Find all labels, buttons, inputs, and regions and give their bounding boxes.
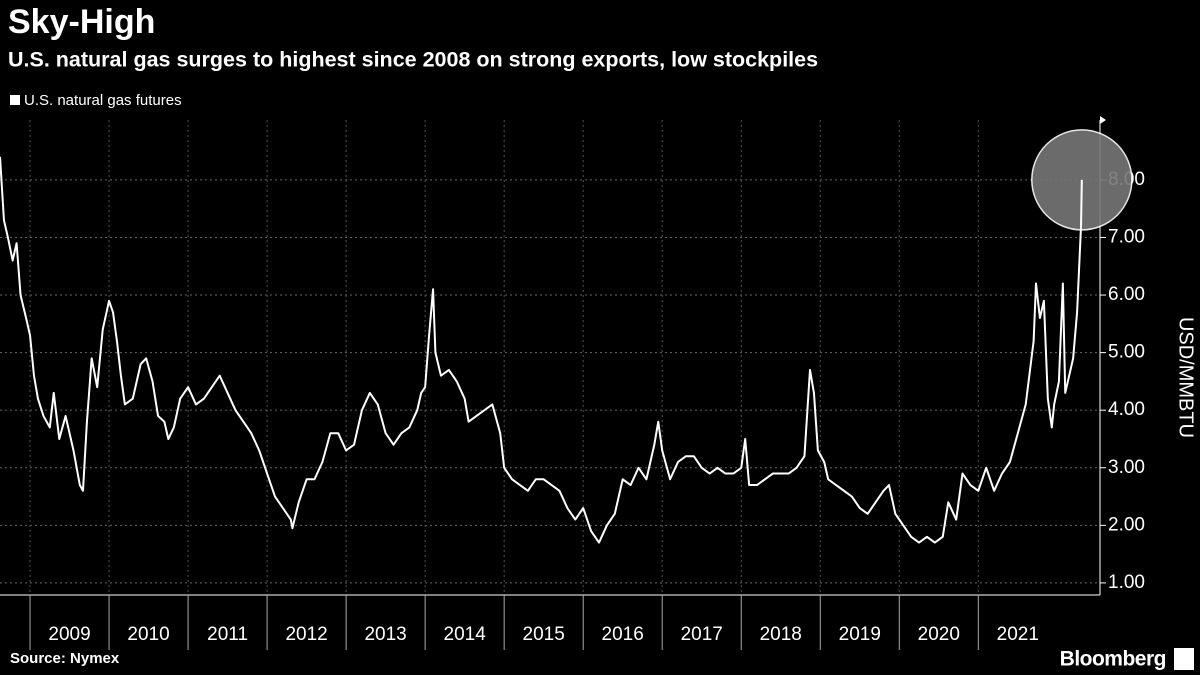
y-axis-arrow	[1100, 116, 1106, 124]
x-tick-label: 2015	[523, 624, 565, 645]
chart-subtitle: U.S. natural gas surges to highest since…	[8, 48, 818, 72]
x-tick-label: 2013	[364, 624, 406, 645]
brand-icon	[1174, 648, 1194, 670]
legend-label: U.S. natural gas futures	[24, 92, 182, 109]
y-tick-label: 6.00	[1108, 284, 1145, 305]
x-tick-label: 2017	[681, 624, 723, 645]
x-tick-label: 2018	[760, 624, 802, 645]
y-axis-label: USD/MMBTU	[1175, 317, 1197, 438]
y-tick-label: 3.00	[1108, 457, 1145, 478]
x-tick-label: 2016	[602, 624, 644, 645]
x-tick-label: 2020	[918, 624, 960, 645]
x-tick-label: 2019	[839, 624, 881, 645]
y-tick-label: 5.00	[1108, 342, 1145, 363]
x-tick-label: 2010	[127, 624, 169, 645]
line-series	[0, 156, 1083, 544]
chart-title: Sky-High	[8, 3, 155, 41]
y-tick-label: 1.00	[1108, 572, 1145, 593]
y-tick-label: 4.00	[1108, 399, 1145, 420]
legend-swatch	[10, 95, 20, 105]
x-tick-label: 2021	[997, 624, 1039, 645]
x-tick-label: 2011	[207, 624, 248, 645]
source: Source: Nymex	[10, 650, 120, 667]
x-tick-label: 2009	[48, 624, 90, 645]
x-tick-label: 2012	[285, 624, 327, 645]
y-tick-label: 7.00	[1108, 226, 1145, 247]
brand: Bloomberg	[1060, 648, 1166, 671]
x-tick-label: 2014	[444, 624, 487, 645]
y-tick-label: 2.00	[1108, 514, 1145, 535]
